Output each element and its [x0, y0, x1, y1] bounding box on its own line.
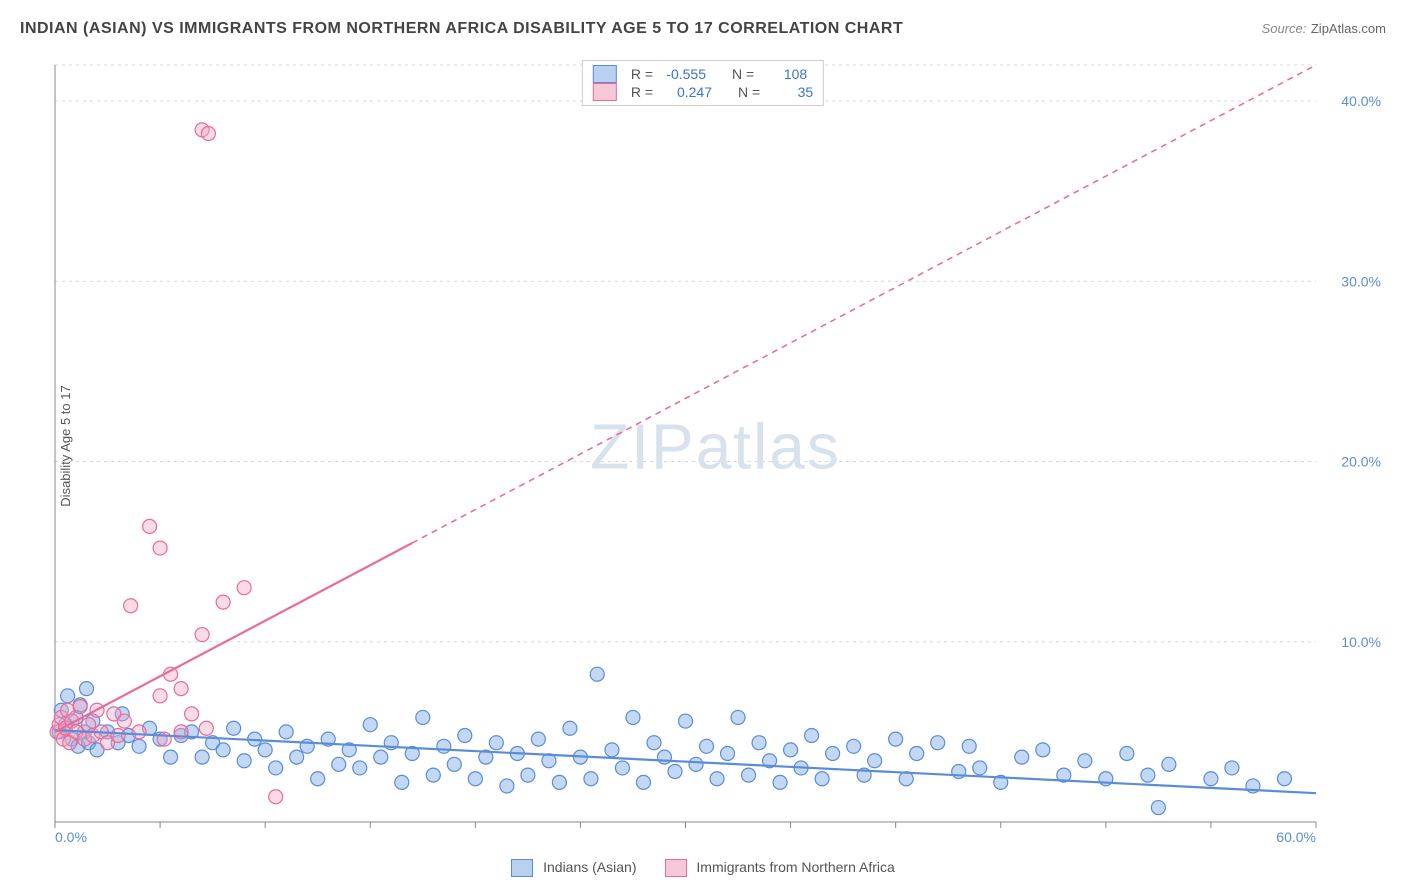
svg-text:20.0%: 20.0%: [1341, 454, 1381, 470]
legend-row-nafrica: R = 0.247 N = 35: [593, 83, 813, 101]
source-attribution: Source: ZipAtlas.com: [1262, 20, 1386, 38]
series-legend: Indians (Asian) Immigrants from Northern…: [0, 859, 1406, 877]
svg-text:10.0%: 10.0%: [1341, 634, 1381, 650]
svg-text:0.0%: 0.0%: [55, 829, 87, 845]
chart-area: 10.0% 20.0% 30.0% 40.0% ZIPatlas 0.0% 60.0%: [45, 60, 1386, 847]
n-value-nafrica: 35: [768, 84, 813, 100]
svg-text:30.0%: 30.0%: [1341, 273, 1381, 289]
swatch-nafrica: [665, 859, 687, 877]
svg-text:40.0%: 40.0%: [1341, 93, 1381, 109]
r-label: R =: [631, 66, 653, 82]
swatch-indians: [593, 65, 617, 83]
legend-row-indians: R = -0.555 N = 108: [593, 65, 813, 83]
legend-label-nafrica: Immigrants from Northern Africa: [696, 859, 894, 875]
legend-item-nafrica: Immigrants from Northern Africa: [665, 859, 895, 877]
source-name: ZipAtlas.com: [1311, 21, 1386, 36]
r-value-indians: -0.555: [661, 66, 706, 82]
correlation-legend: R = -0.555 N = 108 R = 0.247 N = 35: [582, 60, 824, 106]
n-value-indians: 108: [762, 66, 807, 82]
legend-label-indians: Indians (Asian): [543, 859, 636, 875]
n-label: N =: [738, 84, 760, 100]
r-label: R =: [631, 84, 653, 100]
swatch-nafrica: [593, 83, 617, 101]
r-value-nafrica: 0.247: [661, 84, 712, 100]
chart-title: INDIAN (ASIAN) VS IMMIGRANTS FROM NORTHE…: [20, 20, 903, 38]
n-label: N =: [732, 66, 754, 82]
scatter-chart-svg: 10.0% 20.0% 30.0% 40.0% ZIPatlas 0.0% 60.0%: [45, 60, 1386, 847]
svg-text:60.0%: 60.0%: [1276, 829, 1316, 845]
svg-text:ZIPatlas: ZIPatlas: [590, 411, 841, 483]
source-label: Source:: [1262, 21, 1307, 36]
legend-item-indians: Indians (Asian): [511, 859, 636, 877]
swatch-indians: [511, 859, 533, 877]
